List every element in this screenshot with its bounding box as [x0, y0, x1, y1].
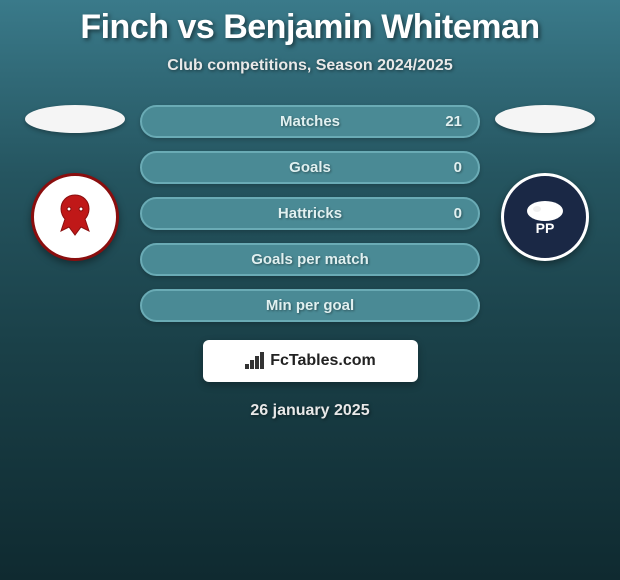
club-badge-left [31, 173, 119, 261]
stat-row-goals: Goals 0 [140, 151, 480, 184]
player-right-column: PP [490, 105, 600, 261]
date-label: 26 january 2025 [0, 402, 620, 420]
player-left-column [20, 105, 130, 261]
stat-right-value: 21 [445, 113, 462, 130]
stat-right-value: 0 [454, 159, 462, 176]
stat-row-matches: Matches 21 [140, 105, 480, 138]
stat-label: Matches [280, 113, 340, 130]
club-badge-right: PP [501, 173, 589, 261]
stat-row-min-per-goal: Min per goal [140, 289, 480, 322]
stats-column: Matches 21 Goals 0 Hattricks 0 Goals per… [140, 105, 480, 322]
stat-label: Goals [289, 159, 331, 176]
lion-icon [45, 187, 105, 247]
svg-text:PP: PP [536, 220, 555, 236]
brand-logo: FcTables.com [244, 352, 376, 370]
page-title: Finch vs Benjamin Whiteman [0, 8, 620, 47]
page-subtitle: Club competitions, Season 2024/2025 [0, 57, 620, 75]
brand-text: FcTables.com [270, 352, 376, 370]
stat-label: Min per goal [266, 297, 354, 314]
stat-label: Goals per match [251, 251, 369, 268]
stat-label: Hattricks [278, 205, 342, 222]
header: Finch vs Benjamin Whiteman Club competit… [0, 0, 620, 75]
comparison-area: Matches 21 Goals 0 Hattricks 0 Goals per… [0, 105, 620, 322]
player-left-avatar [25, 105, 125, 133]
player-right-avatar [495, 105, 595, 133]
stat-row-hattricks: Hattricks 0 [140, 197, 480, 230]
stat-row-goals-per-match: Goals per match [140, 243, 480, 276]
brand-box[interactable]: FcTables.com [203, 340, 418, 382]
lamb-icon: PP [515, 187, 575, 247]
stat-right-value: 0 [454, 205, 462, 222]
bars-icon [244, 352, 266, 370]
